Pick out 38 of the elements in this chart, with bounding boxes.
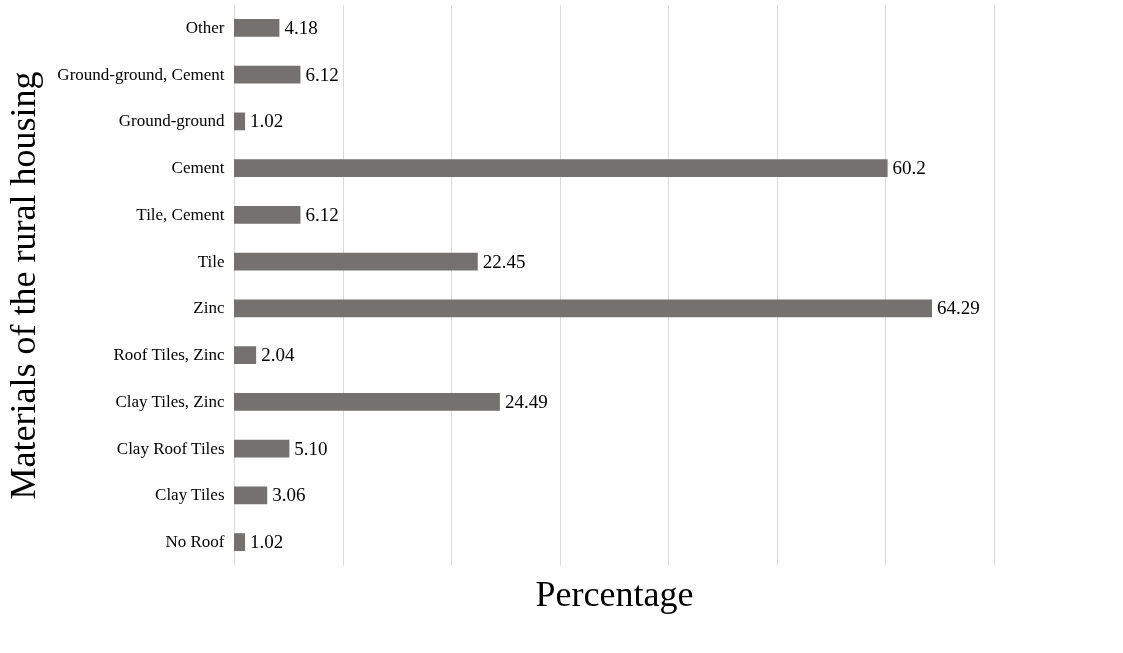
y-tick-label: Cement bbox=[171, 158, 225, 178]
bar bbox=[234, 112, 246, 131]
y-tick-label: No Roof bbox=[165, 532, 225, 552]
bar bbox=[234, 206, 301, 224]
data-label: 60.2 bbox=[892, 157, 926, 179]
bar bbox=[234, 486, 268, 505]
y-tick-label: Clay Roof Tiles bbox=[116, 438, 225, 458]
bar bbox=[234, 299, 933, 318]
data-label: 6.12 bbox=[305, 63, 339, 85]
bar bbox=[234, 439, 290, 458]
y-tick-label: Zinc bbox=[193, 298, 225, 318]
y-tick-label: Other bbox=[185, 17, 225, 37]
data-label: 24.49 bbox=[504, 390, 548, 412]
data-label: 2.04 bbox=[261, 344, 295, 366]
y-tick-label: Ground-ground bbox=[118, 111, 225, 131]
y-tick-label: Tile, Cement bbox=[136, 204, 225, 224]
y-tick-label: Tile bbox=[197, 251, 225, 271]
bar bbox=[234, 533, 246, 551]
data-label: 6.12 bbox=[305, 203, 339, 225]
y-tick-label: Ground-ground, Cement bbox=[57, 64, 225, 84]
data-label: 64.29 bbox=[937, 297, 980, 319]
data-label: 22.45 bbox=[482, 250, 526, 272]
data-label: 4.18 bbox=[284, 16, 318, 38]
data-label: 5.10 bbox=[294, 437, 328, 459]
data-label: 1.02 bbox=[250, 531, 284, 553]
y-tick-label: Roof Tiles, Zinc bbox=[113, 345, 225, 365]
y-axis-title: Materials of the rural housing bbox=[3, 71, 44, 500]
bar bbox=[234, 252, 478, 271]
y-tick-label: Clay Tiles, Zinc bbox=[115, 391, 225, 411]
data-label: 1.02 bbox=[250, 110, 284, 132]
bar bbox=[234, 346, 257, 364]
bar bbox=[234, 159, 888, 178]
bar bbox=[234, 19, 280, 37]
data-label: 3.06 bbox=[272, 484, 306, 506]
bar bbox=[234, 392, 500, 411]
bar bbox=[234, 65, 301, 84]
y-tick-label: Clay Tiles bbox=[155, 485, 225, 505]
x-axis-title: Percentage bbox=[535, 573, 694, 614]
